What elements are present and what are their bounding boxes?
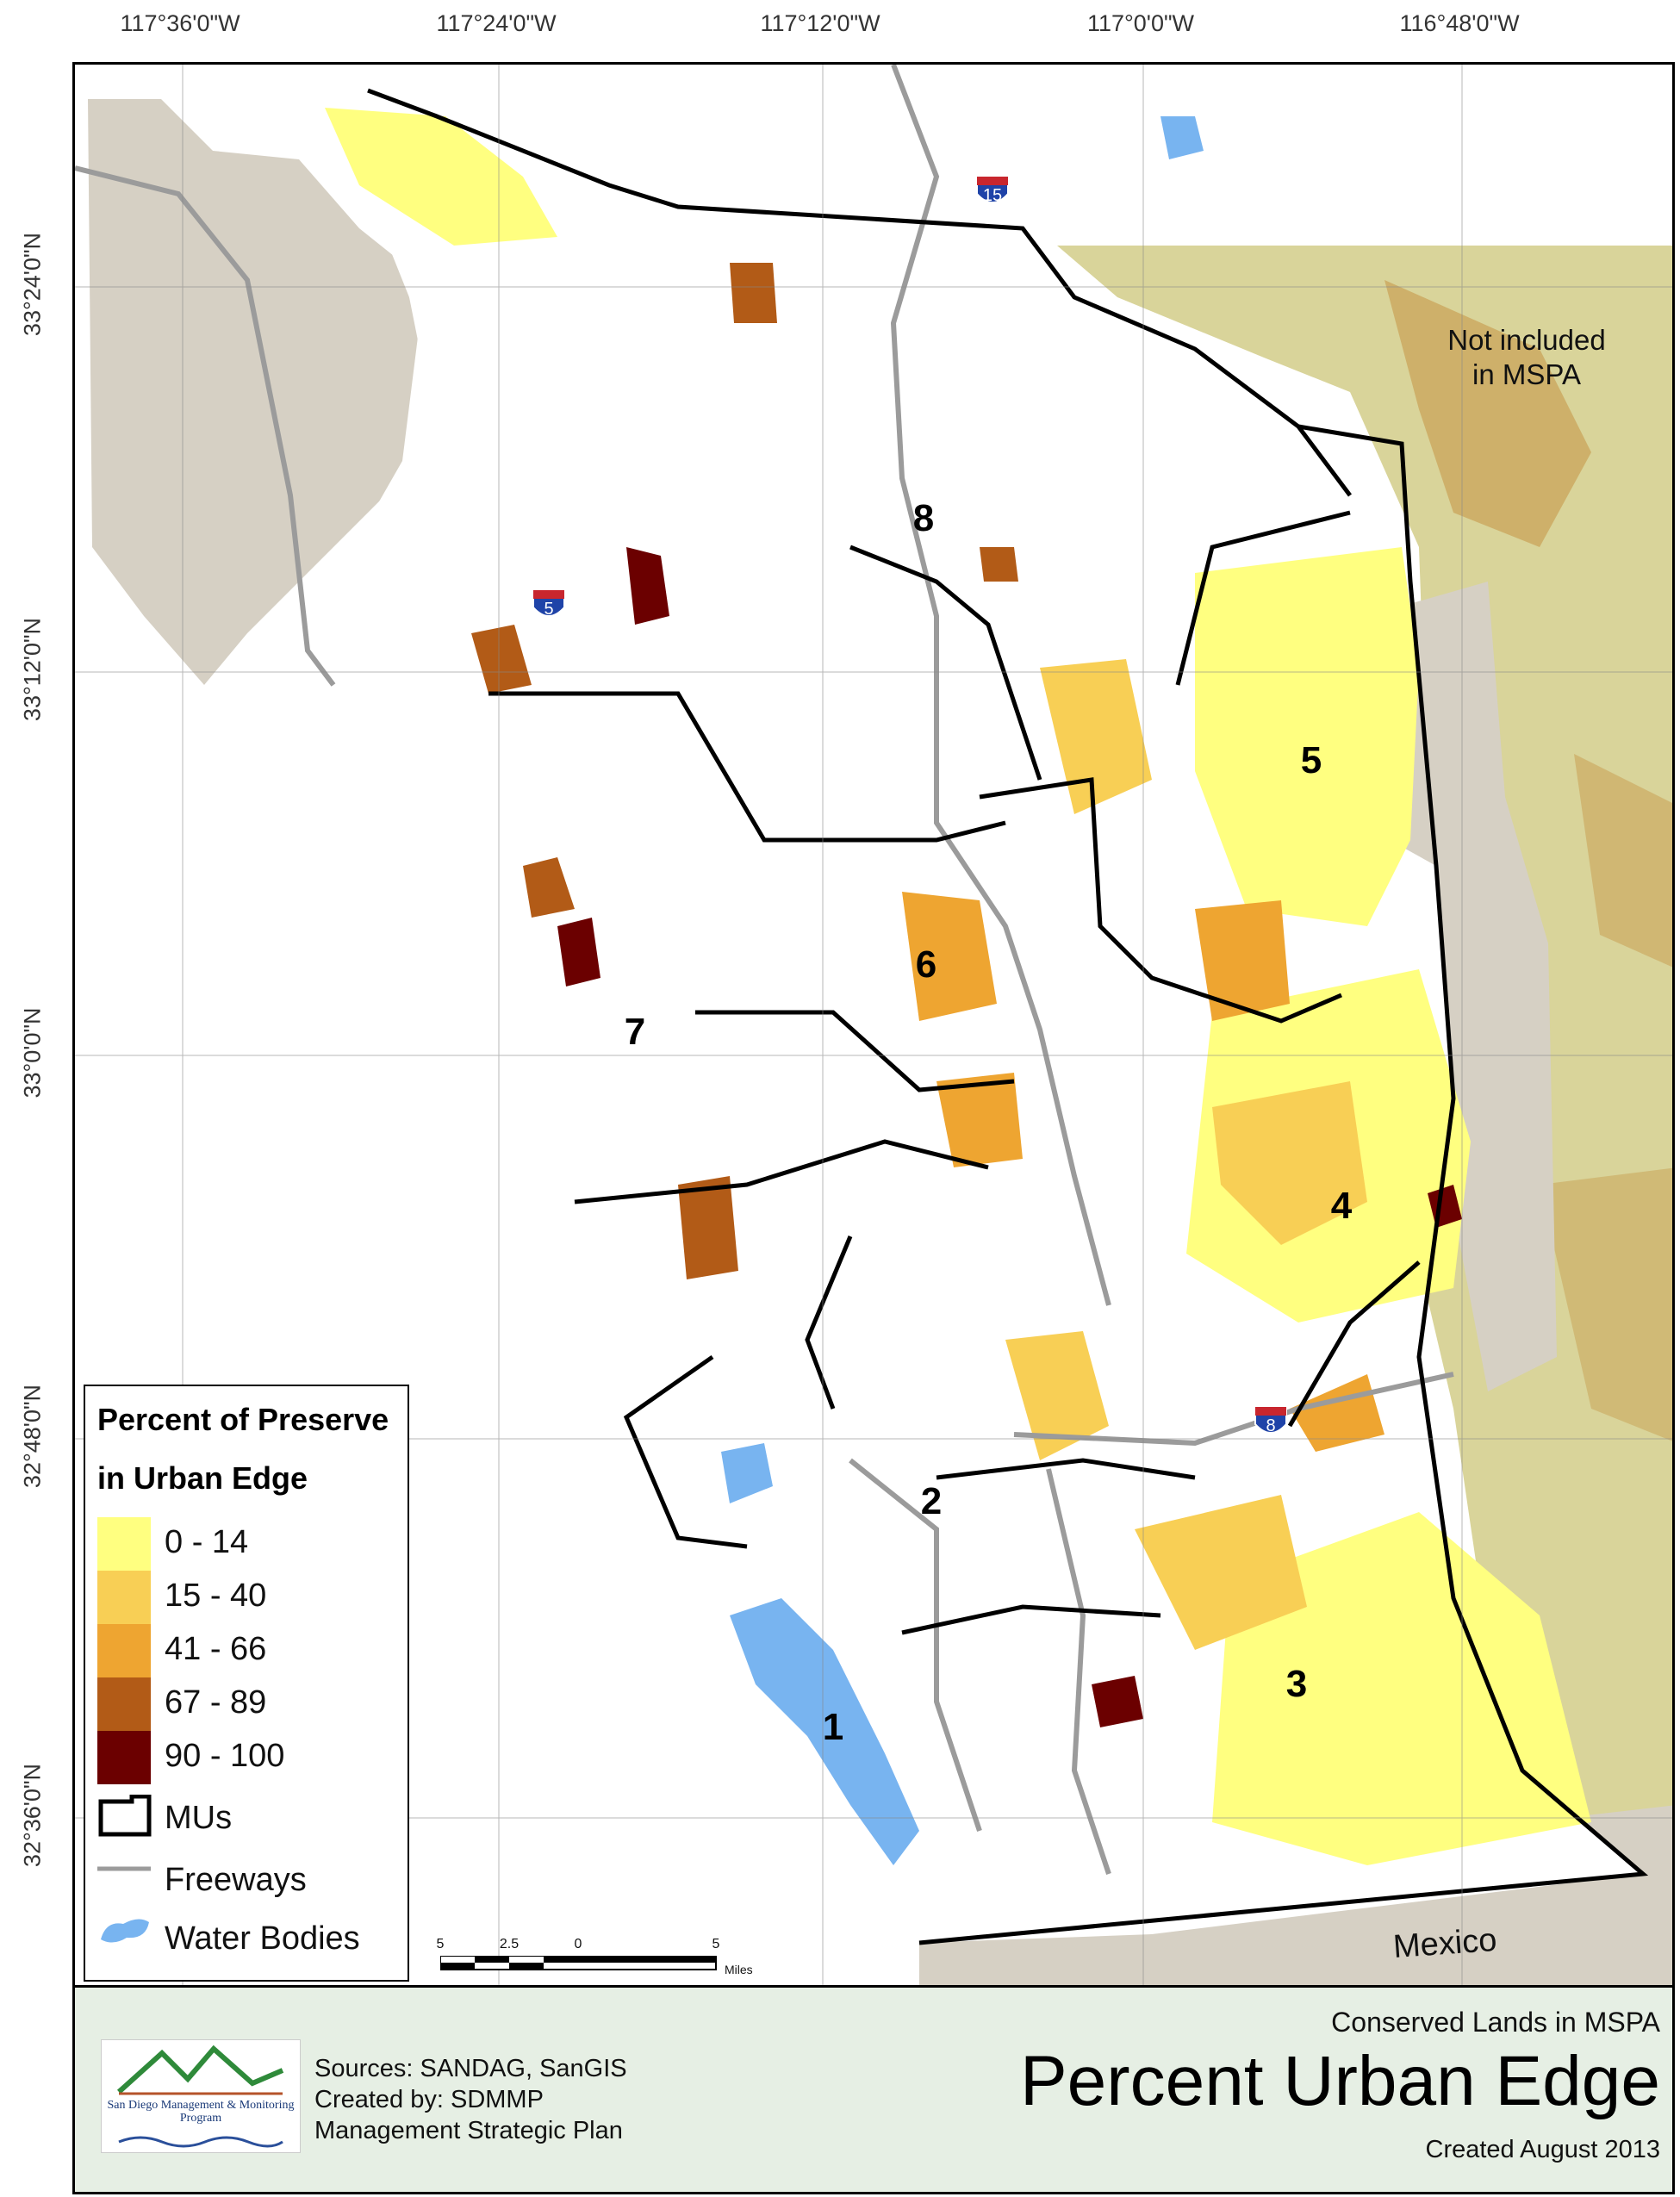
- mu-label-3: 3: [1285, 1663, 1308, 1705]
- lat-tick-0: 33°24'0"N: [19, 232, 46, 337]
- mu-boundaries: [367, 88, 1649, 1945]
- excluded-area-north: [88, 99, 445, 685]
- map-frame: 15 5 8 1 2 3 4 5 6 7 8 Not included in M…: [72, 62, 1675, 1988]
- mexico-label: Mexico: [1391, 1921, 1498, 1966]
- map-footer: San Diego Management & Monitoring Progra…: [72, 1988, 1675, 2194]
- not-included-region: [1057, 246, 1672, 1865]
- mu-label-6: 6: [915, 943, 937, 986]
- interstate-shields: [532, 176, 1287, 1434]
- logo-text: San Diego Management & Monitoring Progra…: [107, 2099, 295, 2125]
- scale-tick-2: 0: [574, 1937, 582, 1951]
- mspa-area: [282, 90, 1643, 1943]
- sources-text: Sources: SANDAG, SanGIS: [314, 2055, 627, 2082]
- legend-label-water: Water Bodies: [165, 1920, 360, 1957]
- legend-swatch-41-66: [97, 1624, 151, 1677]
- map-canvas: [75, 65, 1672, 1985]
- lon-tick-0: 117°36'0"W: [120, 10, 240, 36]
- created-by-text: Created by: SDMMP: [314, 2086, 544, 2113]
- legend-water-symbol: [101, 1919, 149, 1943]
- lat-tick-3: 32°48'0"N: [19, 1384, 46, 1489]
- legend-label-freeways: Freeways: [165, 1862, 307, 1898]
- lat-tick-4: 32°36'0"N: [19, 1763, 46, 1868]
- scale-bar: 5 2.5 0 5 Miles: [436, 1937, 753, 1982]
- i5-label: 5: [544, 600, 554, 619]
- legend-freeway-symbol: [97, 1866, 151, 1871]
- legend-title-line1: Percent of Preserve: [97, 1402, 389, 1437]
- plan-text: Management Strategic Plan: [314, 2117, 623, 2144]
- mu-label-5: 5: [1300, 739, 1322, 781]
- lon-tick-1: 117°24'0"W: [436, 10, 557, 36]
- i15-label: 15: [982, 186, 1003, 205]
- legend-label-67-89: 67 - 89: [165, 1684, 267, 1721]
- legend-label-0-14: 0 - 14: [165, 1524, 249, 1560]
- legend-swatch-90-100: [97, 1731, 151, 1784]
- water-bodies: [721, 116, 1204, 1865]
- legend-swatch-67-89: [97, 1677, 151, 1731]
- scale-tick-0: 5: [436, 1937, 445, 1951]
- lat-tick-1: 33°12'0"N: [19, 617, 46, 722]
- lon-tick-4: 116°48'0"W: [1399, 10, 1520, 36]
- mountain-logo-icon: [116, 2045, 284, 2095]
- scale-bar-graphic: [440, 1956, 717, 1970]
- legend-label-90-100: 90 - 100: [165, 1738, 285, 1774]
- mu-label-2: 2: [920, 1480, 943, 1522]
- i8-label: 8: [1266, 1416, 1276, 1435]
- created-date: Created August 2013: [1425, 2136, 1660, 2163]
- wave-logo-icon: [118, 2136, 283, 2148]
- lon-tick-3: 117°0'0"W: [1086, 10, 1195, 36]
- urban-edge-patches: [325, 108, 1591, 1865]
- legend-label-41-66: 41 - 66: [165, 1631, 267, 1667]
- mu-label-4: 4: [1330, 1185, 1353, 1227]
- legend-title-line2: in Urban Edge: [97, 1460, 308, 1496]
- map-legend: Percent of Preserve in Urban Edge 0 - 14…: [84, 1385, 409, 1982]
- lon-tick-2: 117°12'0"W: [760, 10, 880, 36]
- legend-swatch-15-40: [97, 1571, 151, 1624]
- lat-tick-2: 33°0'0"N: [19, 1007, 46, 1098]
- legend-label-15-40: 15 - 40: [165, 1578, 267, 1614]
- legend-mus-symbol: [98, 1795, 152, 1837]
- sdmmp-logo: San Diego Management & Monitoring Progra…: [101, 2039, 301, 2153]
- graticule: [75, 65, 1672, 1985]
- map-subtitle: Conserved Lands in MSPA: [1331, 2007, 1660, 2038]
- mu-label-7: 7: [624, 1011, 646, 1053]
- scale-tick-3: 5: [712, 1937, 720, 1951]
- scale-tick-1: 2.5: [499, 1937, 520, 1951]
- not-included-note: Not included in MSPA: [1447, 324, 1606, 390]
- mu-label-8: 8: [912, 497, 935, 539]
- map-title: Percent Urban Edge: [1019, 2042, 1660, 2120]
- mu-label-1: 1: [822, 1706, 844, 1748]
- legend-swatch-0-14: [97, 1517, 151, 1571]
- scale-unit: Miles: [725, 1963, 753, 1976]
- legend-label-mus: MUs: [165, 1800, 233, 1836]
